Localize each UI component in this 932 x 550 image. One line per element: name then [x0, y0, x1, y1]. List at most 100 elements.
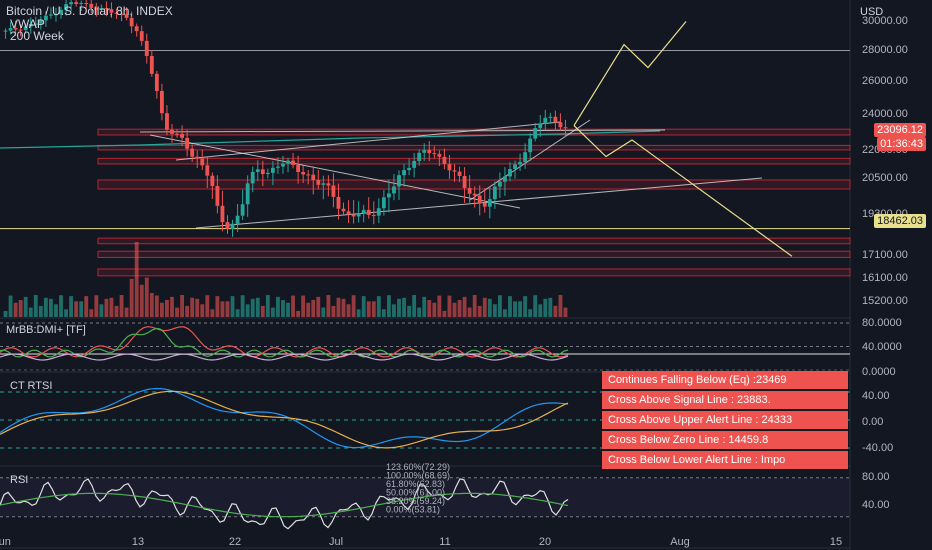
candle-body	[210, 175, 215, 187]
volume-bar	[8, 295, 13, 317]
candle-body	[205, 165, 210, 176]
volume-bar	[220, 301, 225, 317]
volume-bar	[376, 296, 381, 317]
time-axis[interactable]: Jun 13 22 Jul 11 20 Aug 15	[0, 536, 842, 548]
candle-body	[518, 161, 522, 165]
volume-bar	[306, 302, 311, 317]
volume-bar	[230, 296, 235, 317]
candle-body	[452, 170, 457, 172]
price-axis-label: 30000.00	[862, 15, 908, 27]
price-zone	[97, 128, 851, 136]
candle-body	[99, 8, 104, 10]
candle-body	[341, 208, 346, 212]
rsi-fib-label: 50.00%(61.00)	[386, 488, 445, 498]
candle-body	[447, 164, 452, 171]
volume-bar	[316, 296, 321, 317]
candle-body	[417, 152, 422, 161]
candle-body	[13, 28, 18, 30]
candle-body	[407, 167, 412, 171]
volume-bar	[33, 295, 38, 317]
projection-down-path	[573, 125, 793, 257]
volume-bar	[482, 297, 487, 317]
candle-body	[286, 160, 290, 164]
volume-bar	[99, 304, 104, 317]
candle-body	[306, 174, 311, 176]
volume-bar	[311, 299, 316, 317]
volume-bar	[331, 305, 336, 317]
candle-body	[175, 133, 179, 135]
candle-body	[321, 183, 326, 185]
volume-bar	[346, 304, 351, 317]
volume-bar	[497, 295, 502, 317]
candle-body	[23, 26, 28, 31]
rtsi-pane-label[interactable]: CT RTSI	[10, 380, 53, 392]
candle-body	[265, 172, 270, 175]
volume-bar	[104, 298, 109, 317]
vwap-legend[interactable]: VWAP	[10, 17, 45, 31]
volume-bar	[149, 292, 154, 317]
rsi-fib-label: 61.80%(62.83)	[386, 479, 445, 489]
volume-bar	[341, 298, 346, 317]
volume-bar	[119, 295, 124, 317]
candle-body	[149, 55, 154, 74]
volume-bar	[528, 309, 533, 317]
volume-bar	[503, 309, 507, 317]
alert-item[interactable]: Cross Below Lower Alert Line : Impo	[602, 451, 848, 469]
price-zone	[97, 179, 851, 190]
volume-bar	[427, 300, 432, 317]
volume-bar	[487, 298, 492, 317]
rsi-pane-label[interactable]: RSI	[10, 474, 29, 486]
volume-bar	[84, 296, 89, 317]
volume-bar	[144, 277, 149, 317]
volume-bar	[225, 301, 230, 317]
candle-body	[74, 2, 79, 4]
volume-bar	[402, 297, 406, 317]
volume-bar	[13, 302, 18, 317]
volume-bar	[437, 295, 442, 317]
volume-bar	[371, 301, 376, 317]
candle-body	[119, 13, 124, 15]
candle-body	[563, 127, 568, 129]
last-price-tag: 23096.12	[874, 123, 926, 137]
candle-body	[376, 208, 381, 216]
candle-body	[442, 156, 447, 165]
volume-bar	[523, 296, 528, 317]
candle-body	[301, 172, 306, 175]
volume-bar	[296, 310, 301, 317]
mrbb-pane-label[interactable]: MrBB:DMI+ [TF]	[6, 324, 86, 336]
price-axis[interactable]: 30000.0028000.0026000.0024000.0022000.00…	[862, 15, 908, 511]
candle-body	[467, 187, 472, 194]
time-axis-label: Jul	[329, 536, 343, 548]
ma-200-week-legend[interactable]: 200 Week	[10, 29, 64, 43]
candle-body	[346, 211, 351, 215]
candle-body	[38, 20, 43, 24]
volume-bar	[508, 296, 512, 317]
candle-body	[260, 169, 265, 175]
alert-item[interactable]: Continues Falling Below (Eq) :23469	[602, 371, 848, 389]
candle-body	[392, 186, 396, 194]
candle-body	[144, 40, 149, 56]
candle-body	[3, 30, 8, 32]
candle-body	[366, 209, 371, 215]
symbol-legend[interactable]: Bitcoin / U.S. Dollar, 8h, INDEX	[6, 4, 173, 18]
volume-bar	[54, 304, 58, 317]
volume-bar	[386, 295, 391, 317]
price-axis-label: 15200.00	[862, 295, 908, 307]
candle-body	[240, 204, 245, 216]
rtsi-signal-line	[0, 390, 569, 449]
candle-body	[185, 137, 190, 149]
pane-axis-label: 40.0000	[862, 341, 902, 353]
alert-item[interactable]: Cross Below Zero Line : 14459.8	[602, 431, 848, 449]
alert-item[interactable]: Cross Above Signal Line : 23883.	[602, 391, 848, 409]
volume-bar	[28, 307, 33, 317]
candle-body	[553, 116, 558, 123]
price-axis-label: 16100.00	[862, 272, 908, 284]
volume-bar	[18, 299, 23, 317]
volume-bar	[59, 295, 63, 317]
alert-item[interactable]: Cross Above Upper Alert Line : 24333	[602, 411, 848, 429]
candle-body	[386, 193, 391, 198]
candle-body	[69, 2, 74, 5]
price-axis-label: 17100.00	[862, 249, 908, 261]
volume-bar	[281, 300, 285, 317]
